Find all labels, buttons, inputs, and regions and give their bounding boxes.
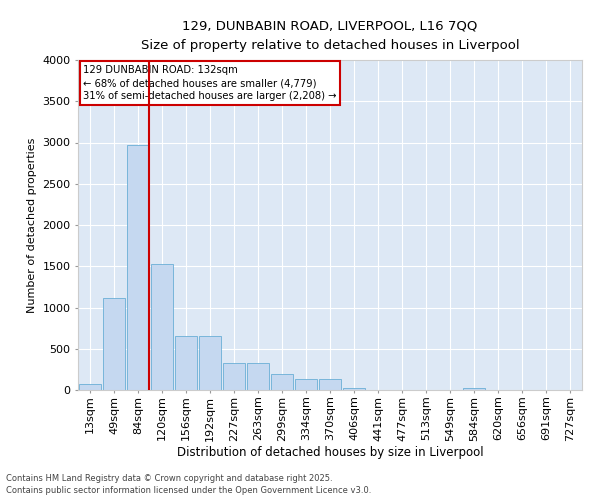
Bar	[343, 388, 365, 390]
Y-axis label: Number of detached properties: Number of detached properties	[26, 138, 37, 312]
Title: 129, DUNBABIN ROAD, LIVERPOOL, L16 7QQ
Size of property relative to detached hou: 129, DUNBABIN ROAD, LIVERPOOL, L16 7QQ S…	[140, 20, 520, 52]
Bar	[319, 380, 341, 390]
Bar	[463, 388, 485, 390]
Bar	[103, 298, 125, 390]
Text: Contains HM Land Registry data © Crown copyright and database right 2025.
Contai: Contains HM Land Registry data © Crown c…	[6, 474, 371, 495]
Text: 129 DUNBABIN ROAD: 132sqm
← 68% of detached houses are smaller (4,779)
31% of se: 129 DUNBABIN ROAD: 132sqm ← 68% of detac…	[83, 65, 337, 102]
Bar	[271, 374, 293, 390]
Bar	[151, 264, 173, 390]
Bar	[199, 336, 221, 390]
Bar	[247, 363, 269, 390]
Bar	[223, 363, 245, 390]
Bar	[295, 380, 317, 390]
Bar	[175, 336, 197, 390]
X-axis label: Distribution of detached houses by size in Liverpool: Distribution of detached houses by size …	[176, 446, 484, 459]
Bar	[127, 145, 149, 390]
Bar	[79, 384, 101, 390]
